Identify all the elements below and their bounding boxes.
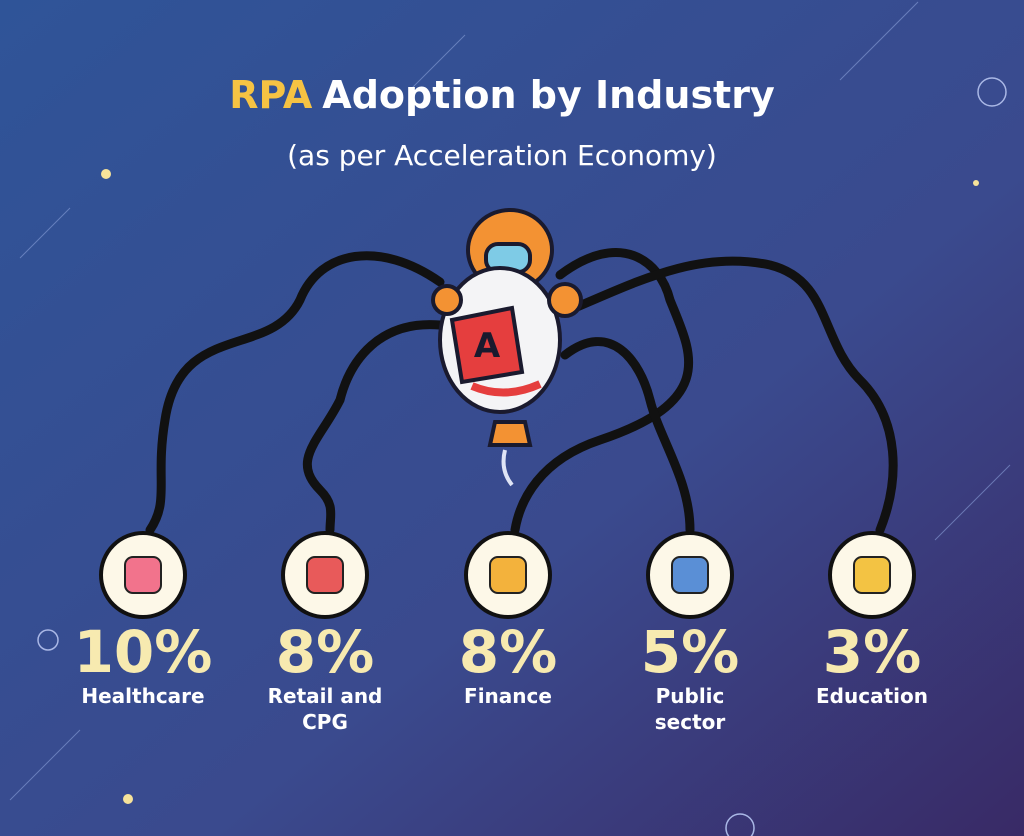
icon [853, 556, 891, 594]
icon [124, 556, 162, 594]
percentage: 8% [275, 618, 375, 686]
industry-label: Education [816, 684, 928, 708]
industry-label: Retail and CPG [267, 684, 383, 734]
percentage: 8% [458, 618, 558, 686]
robot: A [431, 208, 583, 487]
title: RPA Adoption by Industry [229, 73, 775, 117]
icon [671, 556, 709, 594]
percentage: 10% [73, 618, 213, 686]
decor-rings [37, 77, 1007, 836]
percentage: 5% [640, 618, 740, 686]
decor-lines [9, 1, 1011, 801]
industry-label: Finance [464, 684, 552, 708]
icon [306, 556, 344, 594]
title-highlight: RPA [229, 73, 313, 117]
decor-dots [101, 169, 979, 804]
icon [489, 556, 527, 594]
industry-label: Public sector [654, 684, 726, 734]
industry-label: Healthcare [81, 684, 205, 708]
title-text: Adoption by Industry [322, 73, 775, 117]
cables [145, 248, 898, 535]
svg-text:A: A [474, 326, 501, 366]
subtitle: (as per Acceleration Economy) [287, 139, 717, 172]
percentage: 3% [822, 618, 922, 686]
icons [99, 531, 916, 619]
